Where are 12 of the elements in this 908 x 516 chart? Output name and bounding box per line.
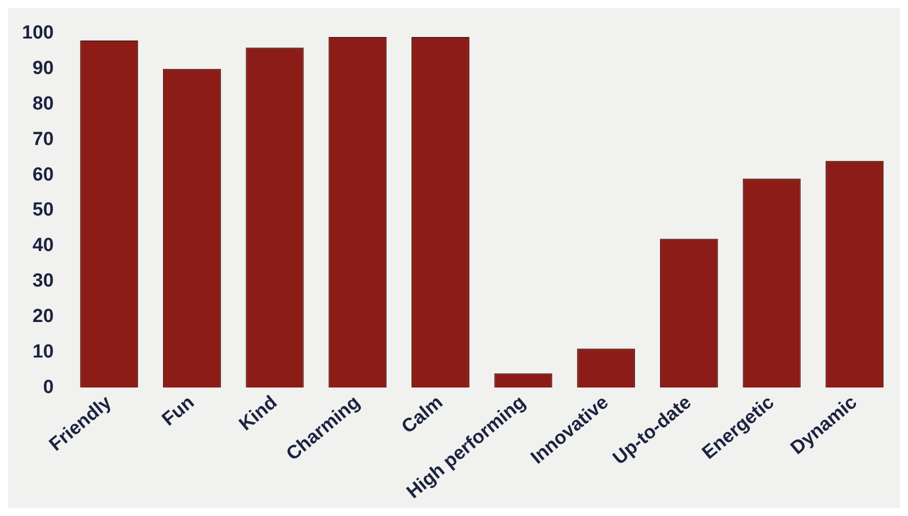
x-tick-label: Fun: [158, 392, 199, 431]
y-tick-label: 20: [32, 306, 54, 327]
y-tick-label: 40: [32, 235, 54, 256]
y-tick-label: 100: [22, 22, 54, 44]
y-tick-label: 60: [32, 164, 54, 186]
y-tick-label: 50: [32, 200, 54, 221]
y-tick-label: 10: [32, 341, 54, 362]
y-tick-label: 0: [43, 376, 54, 398]
y-tick-label: 70: [32, 128, 54, 150]
y-tick-label: 90: [32, 58, 54, 80]
y-tick-label: 80: [32, 93, 54, 114]
y-tick-label: 30: [32, 270, 54, 292]
